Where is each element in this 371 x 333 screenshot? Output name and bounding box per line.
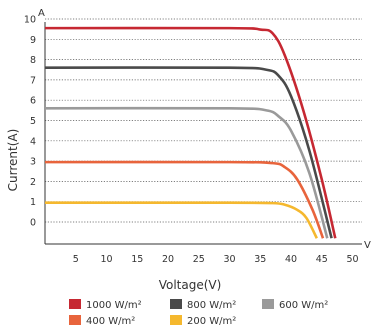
legend-swatch-3 [69, 315, 81, 325]
legend: 1000 W/m² 800 W/m² 600 W/m² 400 W/m² 200 W/m… [69, 299, 328, 327]
x-tick-label-20: 20 [162, 254, 174, 265]
x-tick-labels: 5 10 15 20 25 30 35 40 45 50 [73, 254, 359, 265]
y-tick-label-6: 6 [30, 96, 36, 107]
y-tick-label-1: 1 [30, 197, 36, 208]
x-tick-label-5: 5 [73, 254, 79, 265]
legend-swatch-1 [170, 299, 182, 309]
x-tick-label-15: 15 [131, 254, 143, 265]
y-tick-label-7: 7 [30, 75, 36, 86]
y-tick-label-0: 0 [30, 218, 36, 229]
series-lines [44, 26, 337, 239]
y-tick-label-4: 4 [30, 136, 36, 147]
y-tick-label-3: 3 [30, 157, 36, 168]
series-line-1 [44, 66, 333, 239]
x-tick-label-40: 40 [285, 254, 297, 265]
y-unit-label: A [38, 8, 45, 19]
y-tick-label-2: 2 [30, 177, 36, 188]
legend-label-2: 600 W/m² [279, 300, 328, 311]
legend-label-4: 200 W/m² [187, 316, 236, 327]
x-tick-label-45: 45 [316, 254, 328, 265]
legend-swatch-0 [69, 299, 81, 309]
legend-label-3: 400 W/m² [86, 316, 135, 327]
series-line-4 [44, 201, 318, 239]
axes [44, 22, 362, 245]
legend-swatch-4 [170, 315, 182, 325]
legend-swatch-2 [262, 299, 274, 309]
y-tick-label-5: 5 [30, 116, 36, 127]
x-tick-label-50: 50 [346, 254, 358, 265]
legend-label-1: 800 W/m² [187, 300, 236, 311]
x-unit-label: V [364, 240, 371, 251]
x-tick-label-35: 35 [254, 254, 266, 265]
y-tick-label-10: 10 [24, 15, 36, 26]
legend-label-0: 1000 W/m² [86, 300, 142, 311]
x-axis-label: Voltage(V) [159, 278, 222, 292]
x-tick-label-10: 10 [100, 254, 112, 265]
series-line-2 [44, 106, 329, 239]
y-tick-label-8: 8 [30, 55, 36, 66]
y-tick-label-9: 9 [30, 35, 36, 46]
series-line-3 [44, 160, 325, 239]
x-tick-label-30: 30 [223, 254, 235, 265]
y-axis-label: Current(A) [6, 129, 20, 192]
x-tick-label-25: 25 [193, 254, 205, 265]
series-line-0 [44, 26, 337, 239]
y-tick-labels: 0 1 2 3 4 5 6 7 8 9 10 [24, 15, 36, 229]
